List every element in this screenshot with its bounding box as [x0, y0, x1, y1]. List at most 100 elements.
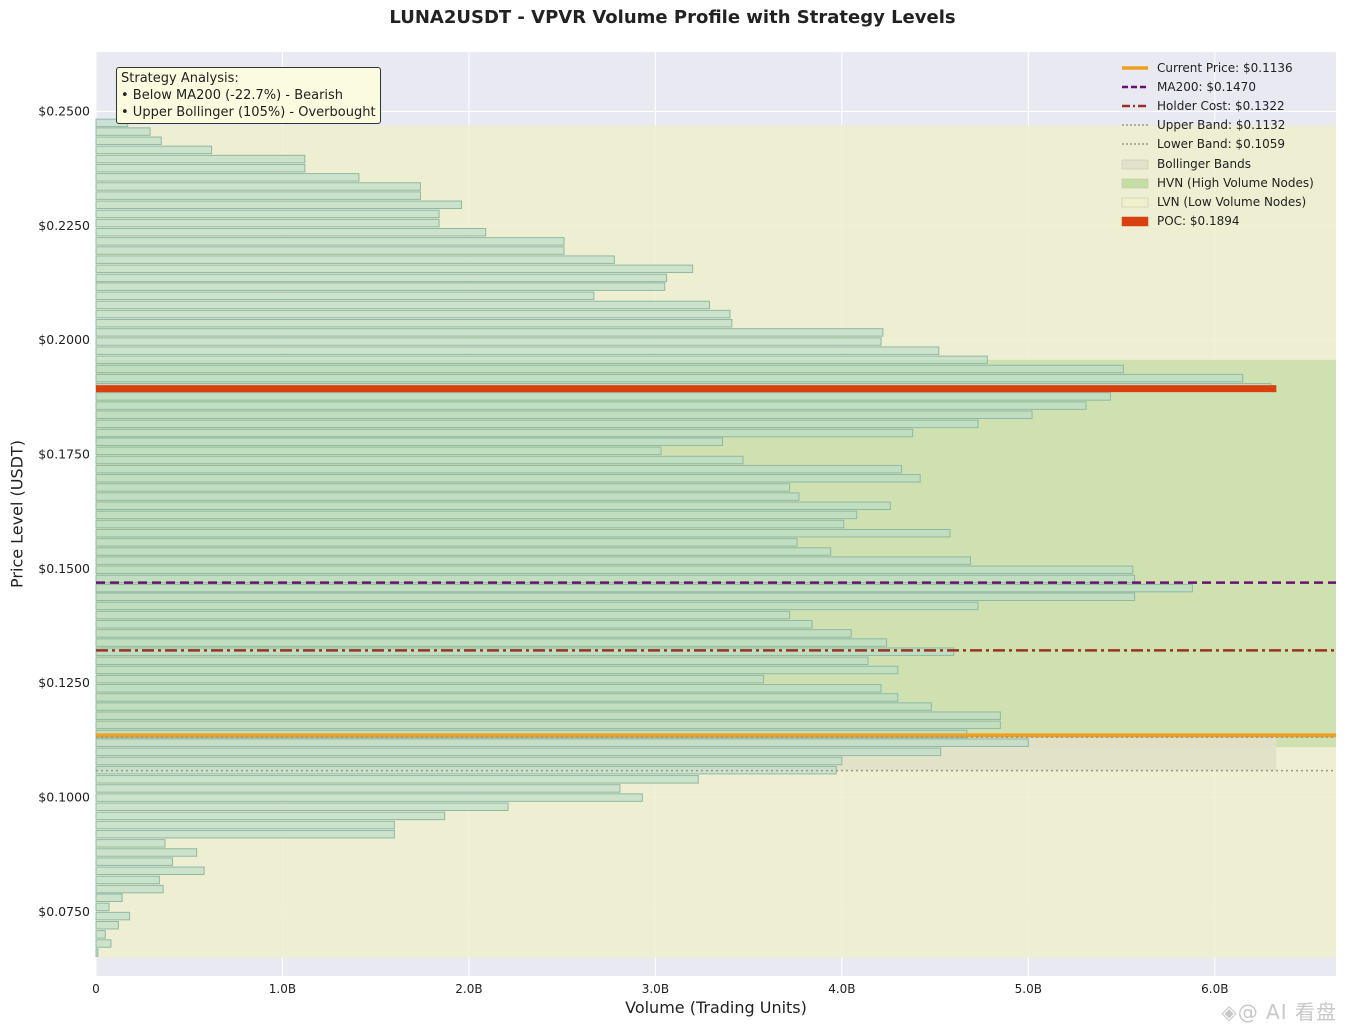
volume-bar	[95, 857, 173, 866]
volume-bar	[95, 200, 462, 210]
volume-bar	[95, 528, 951, 538]
legend-item: HVN (High Volume Nodes)	[1120, 173, 1314, 192]
legend-label: Current Price: $0.1136	[1157, 60, 1293, 75]
volume-bar	[95, 711, 1001, 720]
volume-bar	[95, 893, 123, 903]
volume-bar	[95, 793, 643, 802]
y-tick-label: $0.1750	[38, 447, 90, 462]
volume-bar	[95, 920, 119, 930]
x-tick-label: 4.0B	[828, 982, 855, 996]
volume-bar	[95, 565, 1134, 575]
volume-bar	[95, 437, 724, 446]
legend-swatch	[1121, 178, 1149, 188]
legend-item: Current Price: $0.1136	[1120, 58, 1314, 77]
volume-bar	[95, 875, 160, 885]
volume-bar	[95, 911, 131, 921]
legend-swatch	[1121, 197, 1149, 208]
volume-bar	[95, 291, 595, 301]
x-tick-label: 5.0B	[1015, 982, 1042, 996]
volume-bar	[95, 328, 884, 337]
volume-bar	[95, 492, 800, 501]
legend-label: MA200: $0.1470	[1157, 79, 1256, 94]
legend-patch-sample	[1121, 197, 1149, 208]
volume-bar	[95, 246, 565, 255]
legend-label: HVN (High Volume Nodes)	[1157, 175, 1314, 190]
legend-item: Holder Cost: $0.1322	[1120, 96, 1314, 115]
volume-bar	[95, 392, 1111, 401]
volume-bar	[95, 802, 509, 811]
watermark: ◈@ AI 看盘	[1221, 1000, 1337, 1024]
legend-item: MA200: $0.1470	[1120, 77, 1314, 96]
volume-bar	[95, 948, 99, 957]
legend-patch-sample	[1121, 159, 1149, 169]
volume-bar	[95, 309, 731, 319]
volume-bar	[95, 775, 699, 784]
legend-swatch	[1121, 159, 1149, 169]
volume-bar	[95, 638, 888, 647]
legend-swatch	[1122, 85, 1148, 89]
volume-bar	[95, 647, 955, 656]
volume-bar	[95, 693, 899, 702]
legend-label: Upper Band: $0.1132	[1157, 118, 1286, 133]
volume-bar	[95, 419, 979, 429]
volume-bar	[95, 364, 1124, 374]
poc-bar	[96, 385, 1277, 393]
volume-bar	[95, 209, 440, 219]
volume-bar	[95, 547, 832, 556]
volume-bar	[95, 702, 932, 711]
volume-bar	[95, 474, 921, 483]
volume-bar	[95, 401, 1087, 410]
volume-bar	[95, 674, 765, 684]
volume-bar	[95, 848, 198, 857]
y-tick-label: $0.2000	[38, 332, 90, 347]
volume-bar	[95, 538, 798, 547]
volume-bar	[95, 601, 979, 611]
chart-title: LUNA2USDT - VPVR Volume Profile with Str…	[389, 7, 956, 28]
volume-bar	[95, 629, 852, 638]
volume-bar	[95, 464, 903, 474]
volume-bar	[95, 519, 845, 529]
y-axis-label: Price Level (USDT)	[7, 440, 27, 588]
y-tick-label: $0.0750	[38, 904, 90, 919]
volume-bars	[95, 118, 1277, 957]
volume-bar	[95, 346, 940, 355]
legend-label: Lower Band: $0.1059	[1157, 137, 1286, 152]
volume-bar	[95, 237, 565, 246]
strategy-annotation: Strategy Analysis: • Below MA200 (-22.7%…	[116, 67, 381, 124]
volume-bar	[95, 820, 395, 830]
volume-bar	[95, 930, 106, 939]
y-tick-label: $0.2250	[38, 218, 90, 233]
annotation-line: • Upper Bollinger (105%) - Overbought	[121, 105, 376, 120]
legend-item: POC: $0.1894	[1120, 212, 1314, 231]
volume-bar	[95, 684, 882, 693]
legend-swatch	[1122, 104, 1148, 108]
volume-bar	[95, 218, 440, 228]
axis-ticks: 0 1.0B 2.0B 3.0B 4.0B 5.0B 6.0B $0.0750 $0.1000 $…	[38, 103, 1228, 996]
volume-bar	[95, 501, 891, 511]
y-tick-label: $0.1250	[38, 675, 90, 690]
volume-bar	[95, 811, 446, 821]
x-axis-label: Volume (Trading Units)	[625, 998, 807, 1017]
legend-label: POC: $0.1894	[1157, 214, 1240, 229]
y-tick-label: $0.1000	[38, 790, 90, 805]
volume-bar	[95, 173, 360, 182]
y-tick-label: $0.2500	[38, 103, 90, 118]
level-lines	[96, 581, 1336, 772]
volume-bar	[95, 227, 487, 237]
x-tick-label: 3.0B	[642, 982, 669, 996]
y-tick-label: $0.1500	[38, 561, 90, 576]
legend-item: Upper Band: $0.1132	[1120, 116, 1314, 135]
volume-bar	[95, 510, 858, 520]
volume-bar	[95, 136, 162, 145]
volume-bar	[95, 829, 395, 839]
volume-bar	[95, 163, 306, 173]
volume-bar	[95, 355, 988, 365]
x-tick-label: 6.0B	[1201, 982, 1228, 996]
legend-item: Lower Band: $0.1059	[1120, 135, 1314, 154]
volume-bar	[95, 428, 914, 438]
legend-swatch	[1122, 143, 1148, 146]
volume-bar	[95, 154, 306, 164]
volume-bar	[95, 145, 213, 155]
legend-patch-sample	[1121, 178, 1149, 188]
